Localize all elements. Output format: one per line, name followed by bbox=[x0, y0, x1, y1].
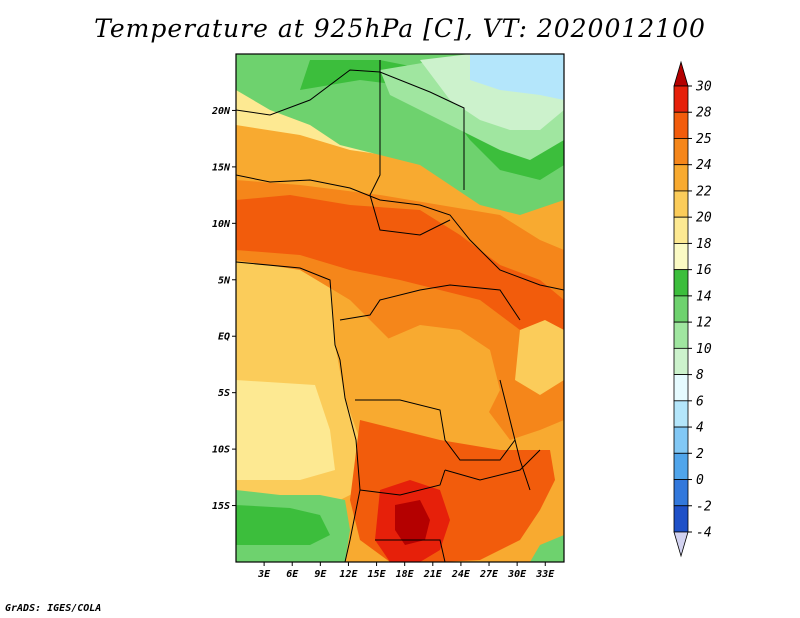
colorbar-swatch bbox=[673, 400, 689, 428]
border-lakes bbox=[499, 379, 531, 491]
colorbar-label: 22 bbox=[696, 184, 712, 199]
lon-tick-label: 12E bbox=[339, 569, 358, 580]
field-sahara-greener bbox=[300, 60, 564, 180]
colorbar-label: 10 bbox=[696, 342, 712, 357]
colorbar-swatch bbox=[673, 295, 689, 323]
lat-tick-label: 15N bbox=[212, 162, 231, 173]
field-southwest-cool bbox=[236, 505, 330, 545]
colorbar-swatch bbox=[673, 374, 689, 402]
field-sahel-warm bbox=[236, 195, 564, 360]
colorbar-swatch bbox=[673, 505, 689, 533]
border-south bbox=[375, 539, 446, 562]
colorbar-swatch bbox=[673, 111, 689, 139]
border-congo bbox=[339, 284, 521, 321]
colorbar-swatch bbox=[673, 138, 689, 166]
colorbar-label: 24 bbox=[696, 158, 712, 173]
lat-tick-label: 20N bbox=[211, 106, 231, 117]
border-drc bbox=[355, 399, 516, 461]
latitude-axis: 20N 15N 10N 5N EQ 5S 10S 15S bbox=[211, 106, 236, 512]
lon-tick-label: 9E bbox=[314, 569, 327, 580]
colorbar-label: 0 bbox=[696, 473, 704, 488]
colorbar-label: 16 bbox=[696, 263, 712, 278]
lon-tick-label: 15E bbox=[368, 569, 387, 580]
lon-tick-label: 33E bbox=[535, 569, 555, 580]
lon-tick-label: 24E bbox=[451, 569, 471, 580]
longitude-axis: 3E 6E 9E 12E 15E 18E 21E 24E 27E 30E 33E bbox=[257, 562, 555, 580]
colorbar-label: 30 bbox=[695, 80, 712, 95]
colorbar-swatch bbox=[673, 479, 689, 507]
colorbar-swatch bbox=[673, 216, 689, 244]
field-hot-core bbox=[395, 500, 430, 545]
field-ocean-coolest bbox=[236, 380, 335, 480]
colorbar-swatch bbox=[673, 347, 689, 375]
border-chad bbox=[369, 60, 451, 236]
colorbar-label: 4 bbox=[696, 421, 704, 436]
border-sahel bbox=[236, 174, 564, 291]
colorbar-label: 28 bbox=[696, 106, 712, 121]
lon-tick-label: 6E bbox=[286, 569, 299, 580]
lat-tick-label: 10S bbox=[212, 445, 230, 456]
field-egypt-cold bbox=[470, 54, 564, 100]
colorbar-label: 12 bbox=[696, 316, 712, 331]
colorbar-swatch bbox=[673, 164, 689, 192]
colorbar-label: 20 bbox=[696, 211, 712, 226]
field-ethiopia-cool bbox=[515, 320, 564, 395]
colorbar-label: 8 bbox=[696, 368, 704, 383]
credit-label: GrADS: IGES/COLA bbox=[5, 603, 102, 614]
lon-tick-label: 30E bbox=[507, 569, 527, 580]
lat-tick-label: 5S bbox=[218, 388, 230, 399]
lon-tick-label: 18E bbox=[396, 569, 415, 580]
lon-tick-label: 3E bbox=[257, 569, 271, 580]
colorbar-swatch bbox=[673, 190, 689, 218]
lat-tick-label: 10N bbox=[212, 219, 231, 230]
colorbar-label: 14 bbox=[696, 289, 712, 304]
border-angola bbox=[359, 469, 446, 496]
colorbar-swatch bbox=[673, 426, 689, 454]
colorbar-swatch bbox=[673, 243, 689, 271]
colorbar-bottom-arrow bbox=[673, 531, 689, 558]
field-se-green bbox=[530, 535, 564, 562]
colorbar-label: -4 bbox=[696, 526, 712, 541]
colorbar-label: 18 bbox=[696, 237, 712, 252]
lat-tick-label: 15S bbox=[212, 501, 230, 512]
border-coast bbox=[236, 261, 361, 562]
colorbar-label: 6 bbox=[696, 394, 704, 409]
plot-title: Temperature at 925hPa [C], VT: 202001210… bbox=[94, 14, 706, 43]
map-frame bbox=[235, 53, 565, 563]
borders bbox=[236, 60, 564, 562]
field-basin bbox=[385, 325, 500, 440]
colorbar-swatch bbox=[673, 321, 689, 349]
lat-tick-label: EQ bbox=[218, 332, 230, 343]
colorbar-label: -2 bbox=[696, 499, 712, 514]
border-zambia bbox=[444, 449, 541, 481]
lon-tick-label: 21E bbox=[423, 569, 443, 580]
lat-tick-label: 5N bbox=[218, 275, 231, 286]
colorbar-swatch bbox=[673, 85, 689, 113]
colorbar-label: 2 bbox=[696, 447, 704, 462]
lon-tick-label: 27E bbox=[479, 569, 499, 580]
colorbar-swatch bbox=[673, 452, 689, 480]
colorbar-swatch bbox=[673, 269, 689, 297]
colorbar-label: 25 bbox=[696, 132, 712, 147]
colorbar-top-arrow bbox=[673, 60, 689, 87]
temperature-field bbox=[236, 54, 564, 562]
